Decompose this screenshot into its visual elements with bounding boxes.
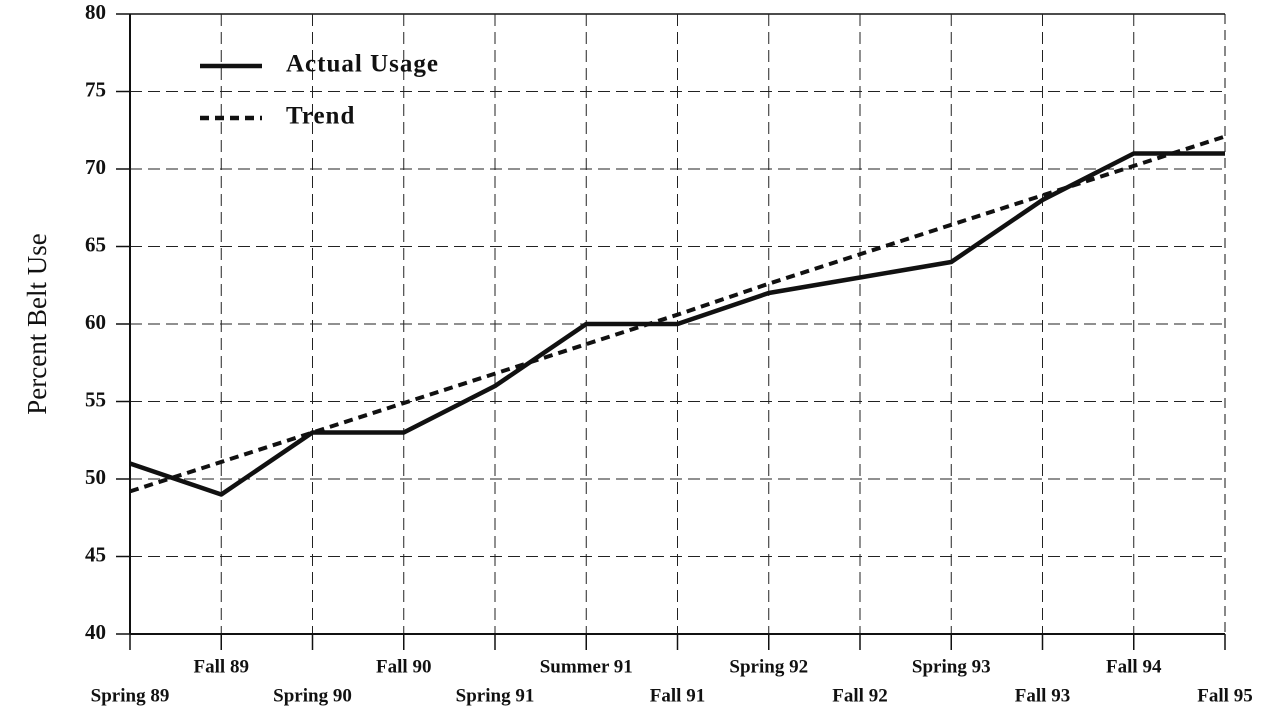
- y-tick-label: 55: [85, 387, 106, 411]
- x-tick-label: Fall 90: [376, 656, 431, 677]
- x-tick-label: Spring 92: [729, 656, 808, 677]
- y-tick-label: 45: [85, 542, 106, 566]
- x-tick-label: Spring 89: [91, 685, 170, 706]
- y-tick-label: 80: [85, 0, 106, 24]
- series-line: [129, 134, 1226, 494]
- y-tick-label: 60: [85, 310, 106, 334]
- x-tick-label: Spring 90: [273, 685, 352, 706]
- y-tick-label: 70: [85, 155, 106, 179]
- x-tick-label: Fall 91: [650, 685, 705, 706]
- y-axis-label: Percent Belt Use: [22, 233, 52, 414]
- x-tick-label: Fall 94: [1106, 656, 1162, 677]
- legend-label: Actual Usage: [286, 51, 439, 78]
- x-tick-label: Fall 95: [1197, 685, 1252, 706]
- x-tick-label: Fall 93: [1015, 685, 1070, 706]
- y-tick-label: 50: [85, 465, 106, 489]
- x-tick-label: Fall 92: [832, 685, 887, 706]
- series-line: [129, 151, 1225, 497]
- y-tick-label: 75: [85, 77, 106, 101]
- legend-label: Trend: [286, 103, 355, 130]
- x-tick-label: Spring 91: [456, 685, 535, 706]
- y-tick-label: 40: [85, 620, 106, 644]
- y-tick-label: 65: [85, 232, 106, 256]
- x-tick-label: Spring 93: [912, 656, 991, 677]
- x-tick-label: Summer 91: [540, 656, 633, 677]
- x-tick-label: Fall 89: [194, 656, 249, 677]
